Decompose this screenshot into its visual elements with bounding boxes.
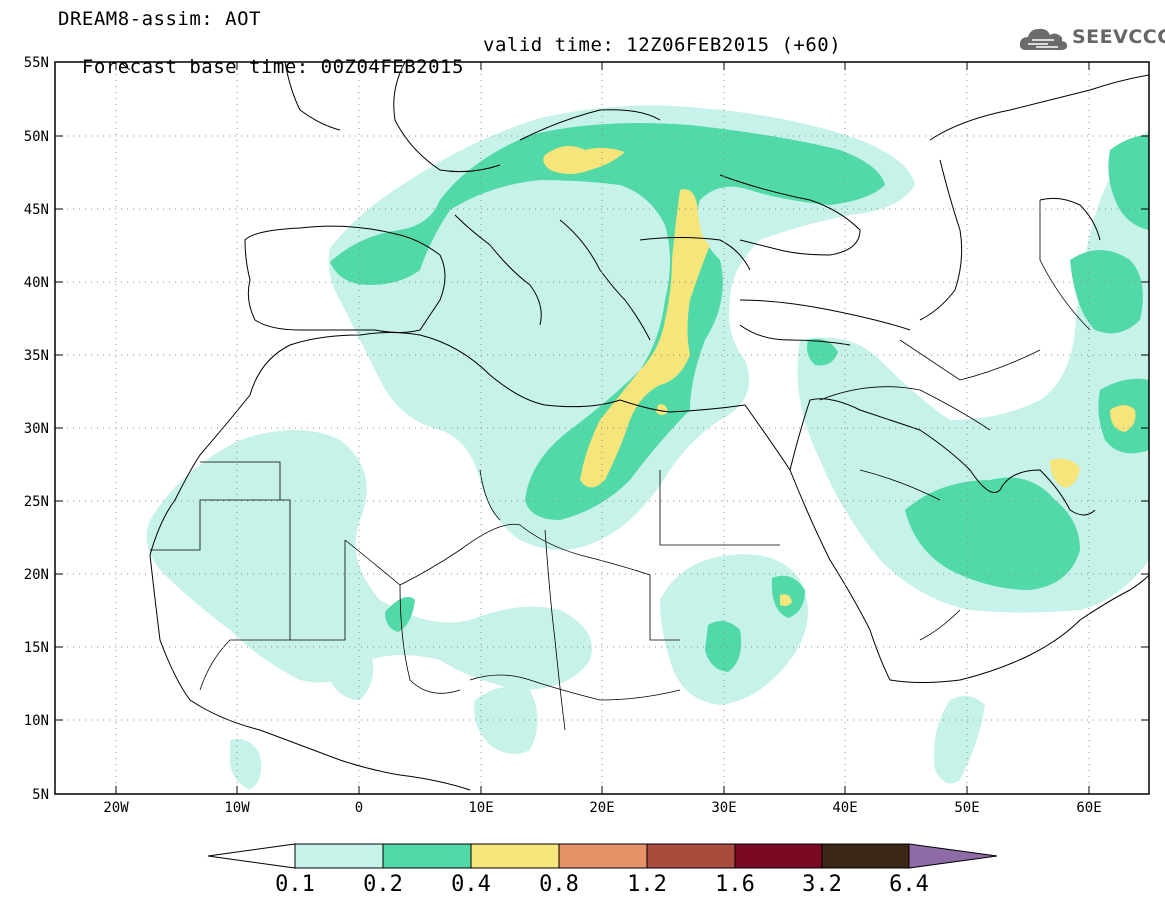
gridlines [55,62,1149,794]
lat-label: 45N [24,202,49,218]
colorbar [207,843,998,869]
lat-label: 30N [24,421,49,437]
latitude-labels: 55N 50N 45N 40N 35N 30N 25N 20N 15N 10N … [24,55,49,803]
colorbar-swatch [558,843,648,869]
colorbar-label: 0.2 [363,872,403,897]
colorbar-swatch [734,843,823,869]
colorbar-swatch [294,843,384,869]
lon-label: 10W [224,800,250,816]
colorbar-label: 1.6 [715,872,755,897]
lat-label: 15N [24,640,49,656]
base-time-label: Forecast base time: 00Z04FEB2015 valid t… [58,34,841,100]
axis-ticks [55,61,1149,795]
colorbar-swatch [646,843,736,869]
lon-label: 30E [711,800,736,816]
lat-label: 20N [24,567,49,583]
lon-label: 40E [832,800,857,816]
lat-label: 40N [24,275,49,291]
lon-label: 20W [103,800,129,816]
coastlines [119,62,1149,791]
colorbar-over-arrow [908,843,998,869]
longitude-labels: 20W 10W 0 10E 20E 30E 40E 50E 60E [103,800,1101,816]
colorbar-under-arrow [207,843,296,869]
lat-label: 25N [24,494,49,510]
colorbar-swatch [821,843,910,869]
colorbar-label: 0.4 [451,872,491,897]
colorbar-label: 3.2 [802,872,842,897]
lat-label: 35N [24,348,49,364]
lat-label: 10N [24,713,49,729]
country-borders [150,200,1091,731]
seevccc-logo: SEEVCCC [1018,24,1165,54]
lat-label: 55N [24,55,49,71]
lat-label: 5N [32,787,49,803]
colorbar-swatch [382,843,472,869]
colorbar-swatch [470,843,560,869]
lon-label: 60E [1076,800,1101,816]
valid-time: valid time: 12Z06FEB2015 (+60) [483,34,842,56]
lon-label: 0 [355,800,363,816]
colorbar-label: 1.2 [627,872,667,897]
lon-label: 20E [589,800,614,816]
cloud-icon [1019,28,1068,50]
lon-label: 10E [468,800,493,816]
aot-level-0.1 [146,105,1149,790]
colorbar-label: 0.8 [539,872,579,897]
colorbar-label: 6.4 [889,872,929,897]
aot-level-0.2 [330,122,1149,672]
chart-title: DREAM8-assim: AOT [58,8,261,30]
logo-text: SEEVCCC [1072,26,1165,48]
lat-label: 50N [24,129,49,145]
colorbar-label: 0.1 [275,872,315,897]
aot-shading [119,62,1149,791]
lon-label: 50E [954,800,979,816]
aot-level-0.4 [543,146,1136,606]
